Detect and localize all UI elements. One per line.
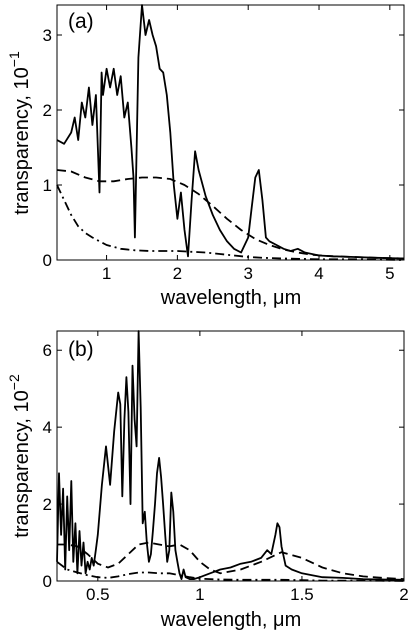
panel-a-label: (a) xyxy=(68,10,94,33)
panel-b-y-label-exponent: −2 xyxy=(6,374,22,390)
panel-b: 0.5 1 1.5 2 0 2 4 6 (b) wavelength, μm transpa… xyxy=(6,330,409,631)
panel-a-x-tick-label: 3 xyxy=(243,264,252,283)
panel-b-y-axis-label: transparency, 10−2 xyxy=(6,374,33,538)
panel-b-x-tick-label: 2 xyxy=(399,585,408,604)
panel-b-y-label-base: transparency, 10 xyxy=(11,390,33,538)
panel-a-x-tick-label: 5 xyxy=(385,264,394,283)
panel-a-frame xyxy=(56,4,405,261)
panel-a-y-tick-label: 0 xyxy=(43,251,52,270)
panel-b-series xyxy=(56,330,405,582)
panel-b-x-tick-label: 1 xyxy=(195,585,204,604)
panel-b-y-tick-label: 0 xyxy=(43,572,52,591)
panel-b-y-tick-label: 4 xyxy=(43,418,52,437)
panel-b-y-tick-label: 6 xyxy=(43,341,52,360)
panel-b-x-tick-label: 0.5 xyxy=(86,585,110,604)
panel-b-series-solid-line xyxy=(56,330,405,581)
panel-b-series-dashed-line xyxy=(57,541,405,580)
panel-a: 1 2 3 4 5 0 1 2 3 (a) wavelength, μm transparen… xyxy=(6,4,405,309)
panel-b-y-ticks: 0 2 4 6 xyxy=(43,341,404,591)
panel-a-x-ticks: 1 2 3 4 5 xyxy=(102,5,395,283)
panel-b-x-axis-label: wavelength, μm xyxy=(160,609,301,631)
panel-a-y-tick-label: 2 xyxy=(43,101,52,120)
panel-a-x-axis-label: wavelength, μm xyxy=(160,287,301,309)
panel-b-x-tick-label: 1.5 xyxy=(290,585,314,604)
panel-a-x-tick-label: 1 xyxy=(102,264,111,283)
panel-a-y-tick-label: 1 xyxy=(43,176,52,195)
panel-b-label: (b) xyxy=(68,338,94,361)
panel-b-series-dashdot-line xyxy=(56,561,405,582)
panel-b-y-tick-label: 2 xyxy=(43,495,52,514)
panel-a-y-label-base: transparency, 10 xyxy=(11,67,33,215)
panel-a-series xyxy=(56,4,405,261)
panel-b-x-ticks: 0.5 1 1.5 2 xyxy=(86,331,409,604)
panel-b-frame xyxy=(56,330,405,582)
panel-a-x-tick-label: 4 xyxy=(314,264,323,283)
panel-a-y-label-exponent: −1 xyxy=(6,51,22,67)
panel-a-y-tick-label: 3 xyxy=(43,26,52,45)
panel-a-y-axis-label: transparency, 10−1 xyxy=(6,51,33,215)
panel-a-y-ticks: 0 1 2 3 xyxy=(43,26,404,270)
panel-a-series-solid-line xyxy=(56,4,405,260)
panel-a-series-dashdot-line xyxy=(56,184,405,261)
panel-a-x-tick-label: 2 xyxy=(173,264,182,283)
